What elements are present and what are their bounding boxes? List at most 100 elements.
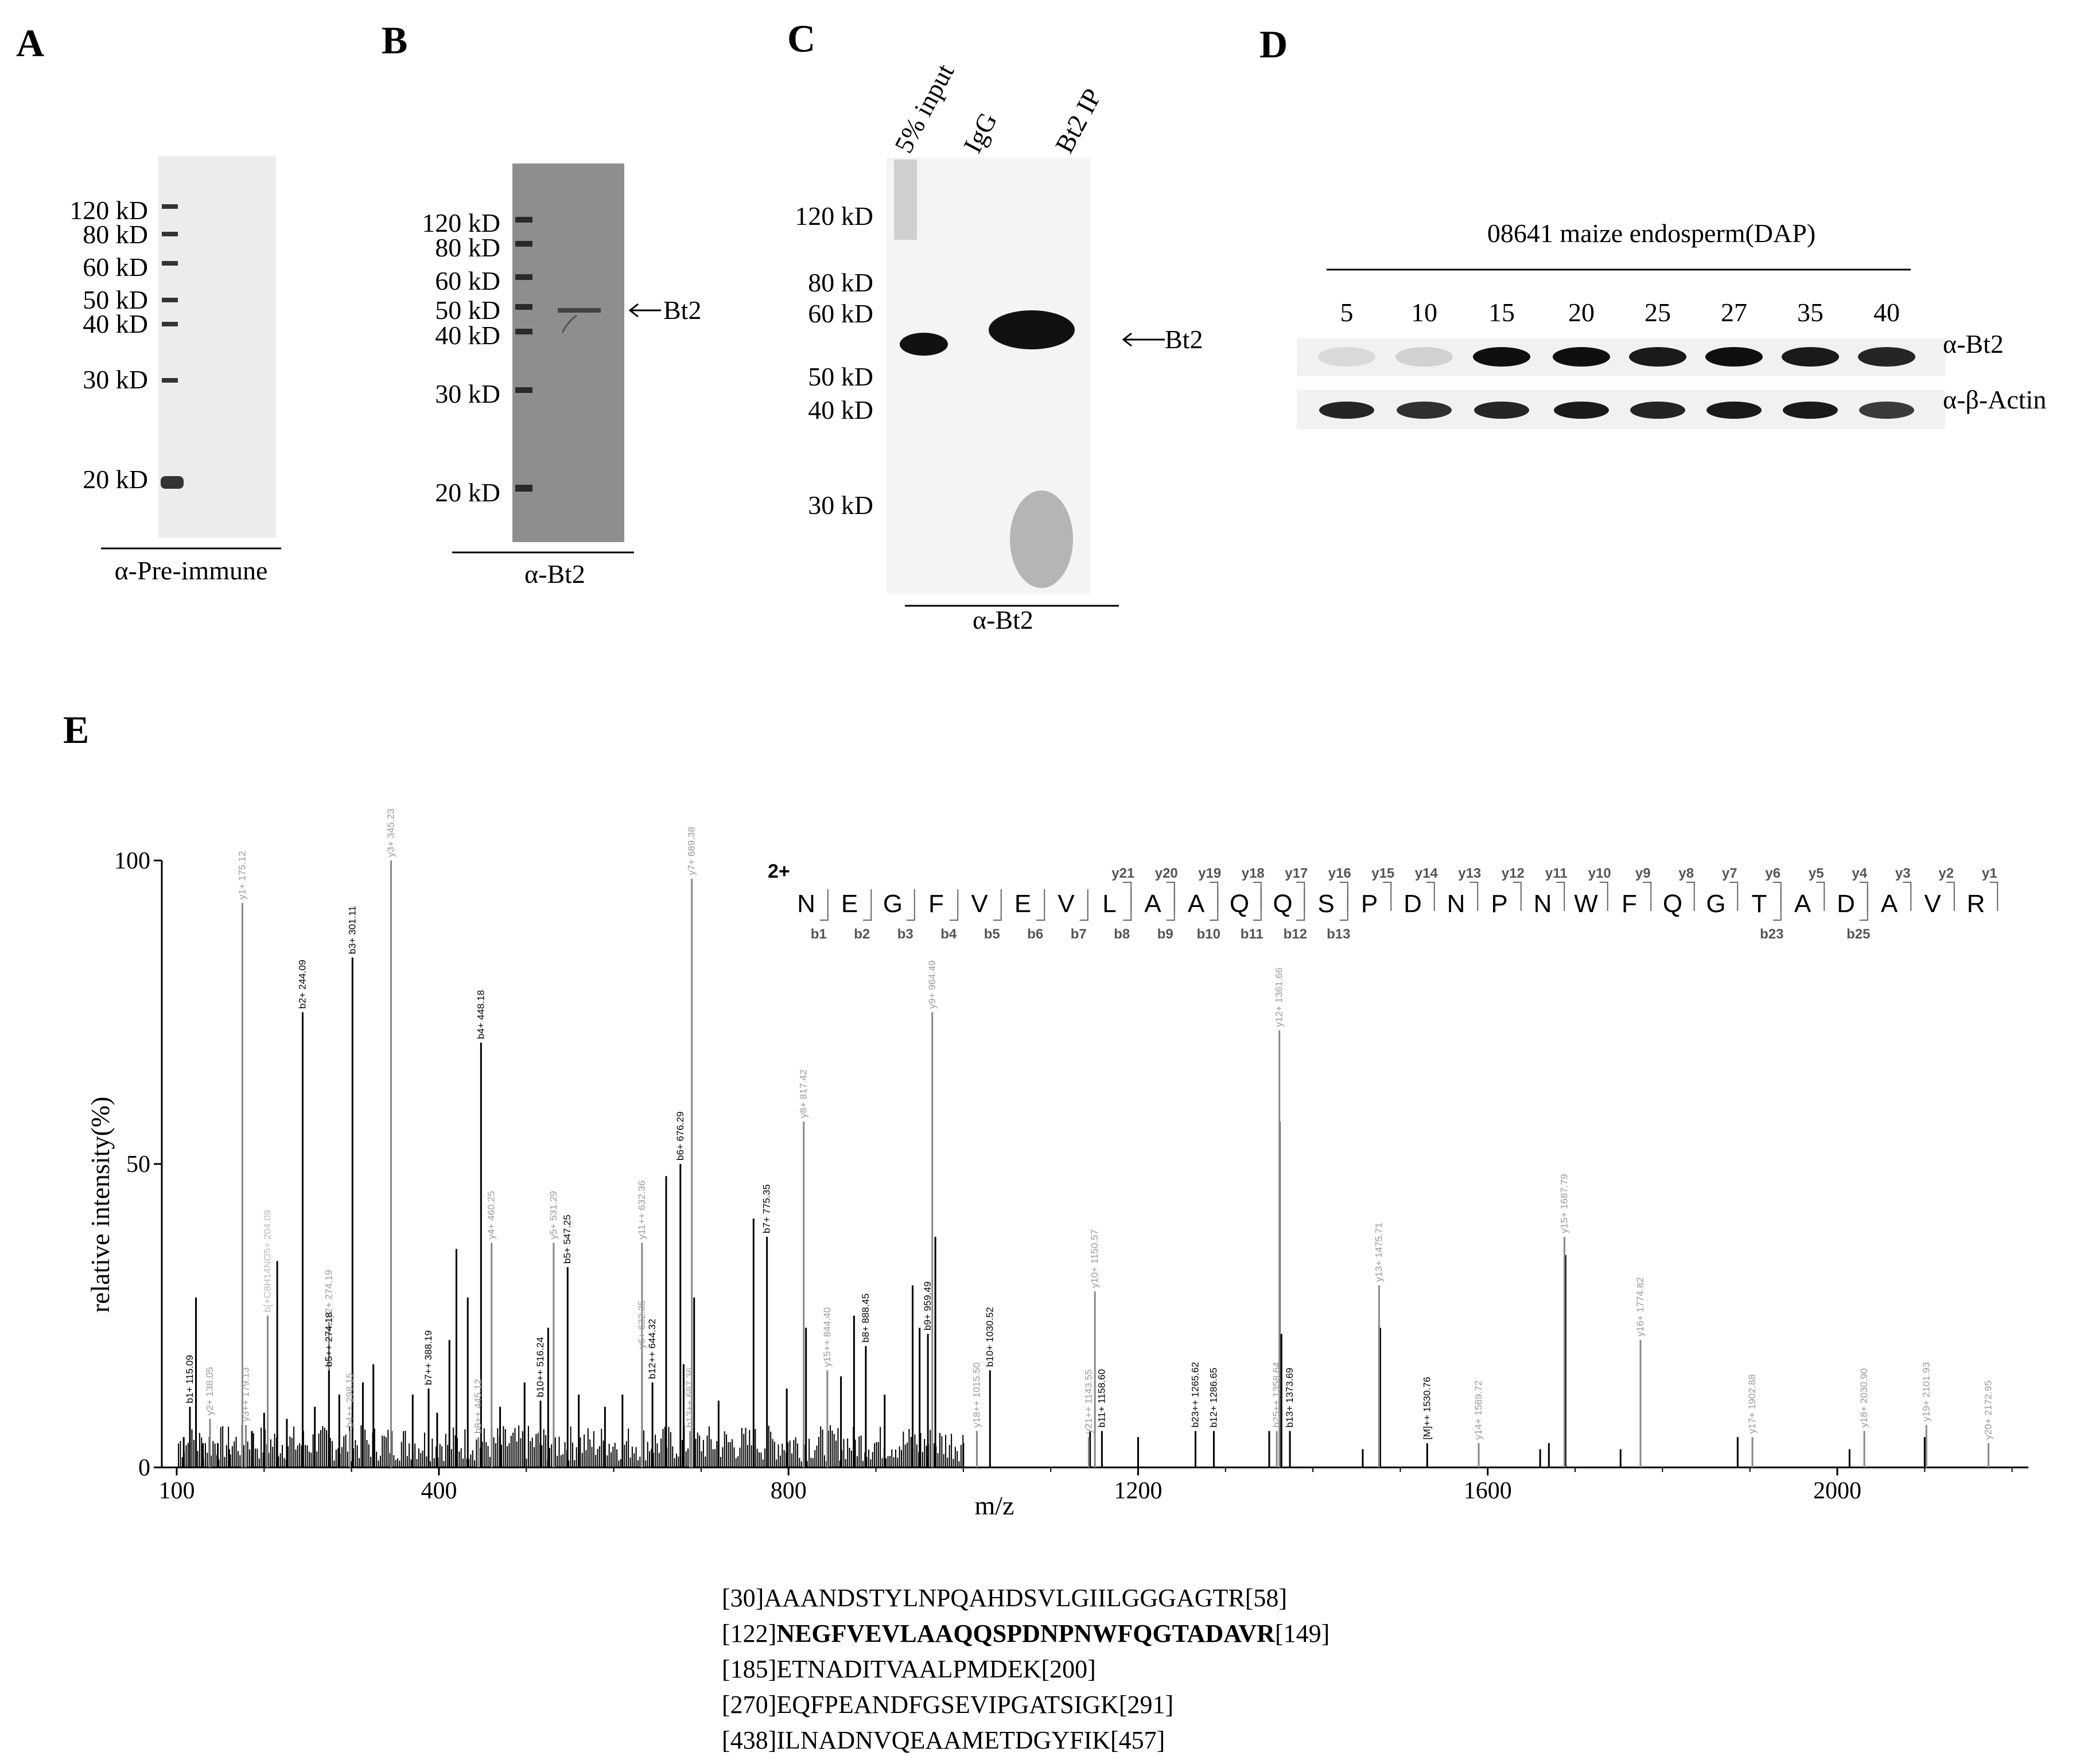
peptide-list: [30]AAANDSTYLNPQAHDSVLGIILGGGAGTR[58] [1…	[722, 1580, 1468, 1758]
b-ion-bracket	[1296, 889, 1305, 921]
bt2-band-b	[558, 308, 601, 313]
bt2-band-35	[1782, 347, 1839, 367]
b-ion-label: b23	[1760, 926, 1783, 942]
peak-label: b6+ 676.29	[675, 1111, 686, 1161]
y-ion-bracket	[1903, 882, 1912, 911]
peak-label: b23++ 1265.62	[1189, 1362, 1200, 1427]
y-ion-label: y12	[1502, 866, 1525, 881]
b-ion-label: b25	[1846, 926, 1870, 942]
residue: A	[1144, 890, 1161, 918]
marker-a-120: 120 kD	[69, 196, 148, 225]
panel-c: C 5% input IgG Bt2 IP 120 kD 80 kD 60 kD…	[787, 17, 1203, 634]
y-ion-label: y5	[1809, 866, 1824, 881]
y-ion-label: y18	[1242, 866, 1265, 881]
y-ion-bracket	[1253, 882, 1262, 911]
peak-label: y9+ 964.49	[927, 960, 938, 1009]
marker-c-60: 60 kD	[808, 299, 873, 328]
marker-c-30: 30 kD	[808, 490, 873, 520]
arrow-label-c: Bt2	[1165, 325, 1203, 354]
residue: G	[883, 890, 903, 918]
actin-band-10	[1397, 402, 1452, 419]
caption-c: α-Bt2	[973, 605, 1033, 634]
b-ion-bracket	[1166, 889, 1175, 921]
panel-a-letter: A	[16, 21, 44, 65]
y-ion-bracket	[1426, 882, 1435, 911]
peak-label: y7+ 689.38	[686, 827, 697, 875]
b-ion-label: b12	[1284, 926, 1307, 942]
lane-c-input: 5% input	[889, 59, 960, 158]
peak-label: b9+ 959.49	[922, 1282, 933, 1331]
y-ion-label: y13	[1458, 866, 1481, 881]
panel-d-letter: D	[1259, 22, 1288, 66]
peak-label: y3++ 179.13	[240, 1367, 251, 1422]
peak-label: y11++ 632.36	[636, 1181, 647, 1240]
residue: N	[1447, 890, 1465, 918]
residue: V	[1924, 890, 1941, 918]
arrow-b	[628, 303, 661, 318]
bt2-band-5	[1318, 347, 1375, 367]
peak-label: b12+ 1286.65	[1208, 1368, 1219, 1427]
lane-c-igg: IgG	[958, 108, 1003, 158]
peptide-3: [185]ETNADITVAALPMDEK[200]	[722, 1655, 1096, 1683]
y-ion-bracket	[1859, 882, 1868, 911]
ladder-bands-b	[515, 217, 532, 492]
panel-b-letter: B	[382, 18, 407, 62]
y-ion-bracket	[1166, 882, 1175, 911]
marker-b-50: 50 kD	[435, 295, 500, 325]
panel-e-letter-svg: E	[63, 708, 89, 751]
marker-b-40: 40 kD	[435, 321, 500, 350]
peak-label: y16+ 1774.82	[1635, 1277, 1646, 1337]
y-ion-label: y19	[1198, 866, 1221, 881]
b-ion-label: b6	[1027, 926, 1043, 942]
y-tick-label: 50	[126, 1151, 150, 1178]
b-ion-bracket	[1339, 889, 1348, 921]
b-ion-label: b2	[854, 926, 870, 942]
residue: A	[1188, 890, 1205, 918]
y-ion-bracket	[1729, 882, 1739, 911]
residue: P	[1361, 890, 1378, 918]
b-ion-bracket	[1772, 889, 1782, 921]
peak-labels: b1+ 115.09 y2+ 138.05 y1+ 175.12 y3++ 179.1…	[184, 808, 1993, 1439]
input-smear-c	[894, 159, 917, 240]
residue: G	[1706, 890, 1725, 918]
peak-label: y15++ 844.40	[822, 1307, 833, 1367]
y-ion-label: y7	[1722, 866, 1737, 881]
y-ion-bracket	[1772, 882, 1782, 911]
residue: Q	[1273, 890, 1292, 918]
marker-b-120: 120 kD	[422, 208, 500, 237]
b-ion-label: b8	[1114, 926, 1130, 942]
peak-label: y21++ 1143.55	[1083, 1369, 1094, 1434]
y-ion-bracket	[1296, 882, 1305, 911]
peak-label: b5+ 547.25	[562, 1214, 573, 1264]
y-ion-bracket	[1210, 882, 1219, 911]
lane-d-40: 40	[1873, 298, 1900, 327]
y-ion-label: y20	[1155, 866, 1178, 881]
x-tick-label: 1200	[1114, 1478, 1162, 1504]
peaks	[178, 860, 1989, 1467]
peak-label: b8+ 888.45	[860, 1294, 871, 1343]
lane-d-15: 15	[1488, 298, 1515, 327]
peak-label: y17+ 1902.88	[1747, 1374, 1758, 1434]
marker-a-60: 60 kD	[83, 252, 148, 282]
b-ion-bracket	[819, 889, 829, 921]
peak-label: y2+ 274.19	[323, 1270, 334, 1318]
marker-a-20: 20 kD	[83, 465, 148, 494]
marker-a-80: 80 kD	[83, 220, 148, 249]
blot-membrane-b	[512, 163, 624, 542]
marker-b-30: 30 kD	[435, 379, 500, 408]
residue: R	[1967, 890, 1985, 918]
peak-label: b1+ 115.09	[184, 1355, 195, 1403]
residue: N	[1534, 890, 1552, 918]
y-ion-bracket	[1556, 882, 1565, 911]
peak-label: b13++ 687.36	[685, 1368, 695, 1428]
peak-label: y15+ 1687.79	[1558, 1174, 1569, 1233]
ladder-bands-a	[161, 204, 184, 489]
peak-label: y18++ 1015.50	[971, 1362, 982, 1427]
x-tick-label: 1600	[1464, 1478, 1512, 1504]
peak-label: y10+ 1150.57	[1089, 1229, 1100, 1288]
peak-label: y14+ 1589.72	[1473, 1380, 1484, 1440]
y-ion-bracket	[1643, 882, 1652, 911]
residue: A	[1794, 890, 1811, 918]
y-ion-label: y14	[1415, 866, 1439, 881]
marker-c-50: 50 kD	[808, 362, 873, 391]
